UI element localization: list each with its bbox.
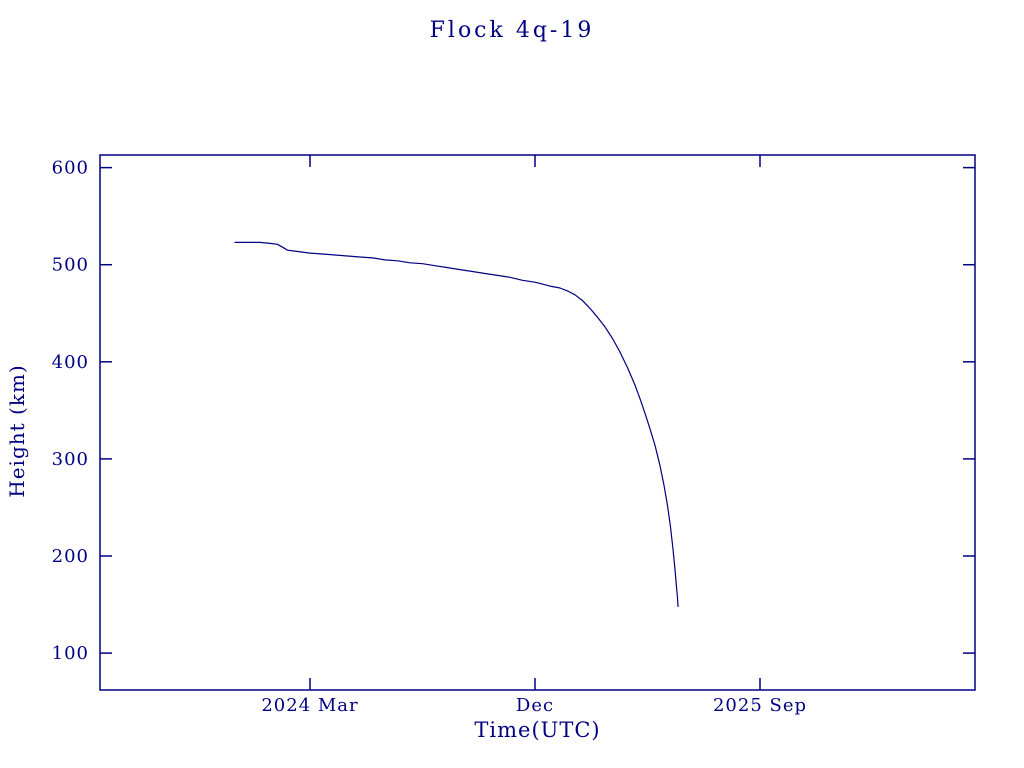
x-axis-label: Time(UTC) [474,718,601,742]
y-tick-label: 600 [52,158,89,179]
y-tick-label: 100 [52,643,89,664]
x-tick-label: Dec [516,695,554,716]
y-tick-label: 400 [52,352,89,373]
chart-title: Flock 4q-19 [429,18,595,43]
plot-frame [99,154,976,691]
y-tick-label: 500 [52,255,89,276]
decay-line [234,241,679,608]
y-tick-label: 200 [52,546,89,567]
x-tick-label: 2024 Mar [261,695,358,716]
x-tick-label: 2025 Sep [713,695,807,716]
y-tick-label: 300 [52,449,89,470]
